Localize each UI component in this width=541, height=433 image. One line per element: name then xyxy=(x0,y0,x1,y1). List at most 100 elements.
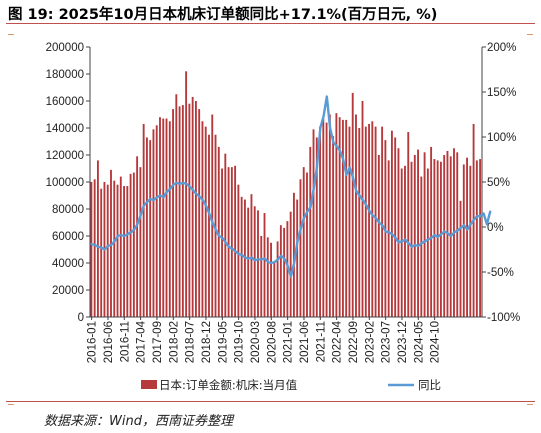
bar xyxy=(292,192,295,317)
x-axis-tick-label: 2016-11 xyxy=(119,321,131,362)
bar xyxy=(201,121,204,317)
bar xyxy=(394,137,397,317)
x-axis-tick-label: 2019-10 xyxy=(234,321,246,363)
bar xyxy=(266,237,269,317)
bar xyxy=(257,210,259,317)
bar xyxy=(204,126,207,318)
bar xyxy=(302,167,305,317)
source-rule xyxy=(6,401,535,402)
bar xyxy=(479,159,482,317)
bar xyxy=(466,157,468,317)
x-axis-tick-label: 2024-05 xyxy=(413,321,425,363)
bar xyxy=(129,173,132,317)
bar xyxy=(289,211,292,317)
bar xyxy=(217,146,220,317)
right-axis-tick-label: 200% xyxy=(487,42,516,54)
right-axis-tick-label: -50% xyxy=(487,267,514,279)
bar xyxy=(116,184,119,317)
bar xyxy=(100,188,103,317)
bar xyxy=(355,114,357,317)
bar xyxy=(296,199,299,317)
bar xyxy=(322,118,325,317)
legend-bar-swatch xyxy=(141,380,157,389)
bar xyxy=(430,146,433,317)
right-axis-tick-label: 100% xyxy=(487,132,516,144)
left-axis-tick-label: 180000 xyxy=(46,69,84,81)
bar xyxy=(250,194,253,317)
corner-mark-bottom-left xyxy=(8,404,14,405)
bar-series xyxy=(90,71,482,318)
right-axis-tick-label: 0% xyxy=(487,222,504,234)
bar xyxy=(299,179,302,317)
bar xyxy=(237,184,240,317)
x-axis-tick-label: 2017-04 xyxy=(136,320,148,363)
x-axis-tick-label: 2022-04 xyxy=(332,320,344,363)
x-axis-tick-label: 2023-02 xyxy=(364,321,376,363)
bar xyxy=(168,121,171,317)
bar xyxy=(351,92,354,318)
legend-line-label: 同比 xyxy=(418,378,441,392)
bar xyxy=(119,176,122,317)
x-axis-tick-label: 2021-06 xyxy=(299,321,311,363)
axes: 0 20000 40000 60000 80000 100000 120000 140000 1… xyxy=(46,42,521,363)
bar xyxy=(96,160,99,317)
x-axis-tick-label: 2016-06 xyxy=(103,321,115,363)
corner-mark-bottom-right xyxy=(527,404,533,405)
bar xyxy=(142,123,145,317)
bar xyxy=(443,155,446,317)
bar xyxy=(139,167,142,317)
x-axis-tick-label: 2018-12 xyxy=(201,321,213,363)
bar xyxy=(400,168,403,317)
bar xyxy=(224,153,227,317)
left-axis-tick-label: 100000 xyxy=(46,177,84,189)
bar xyxy=(253,206,256,317)
left-axis-tick-label: 120000 xyxy=(46,150,84,162)
corner-mark-top-right xyxy=(527,34,533,35)
bar xyxy=(426,168,429,317)
bar xyxy=(462,164,465,317)
bar xyxy=(404,165,406,317)
bar xyxy=(439,161,442,317)
bar xyxy=(348,126,351,318)
left-axis-tick-label: 160000 xyxy=(46,96,84,108)
bar xyxy=(276,241,279,317)
bar xyxy=(423,152,426,317)
bar xyxy=(159,117,161,317)
bar xyxy=(172,109,174,317)
x-axis-tick-label: 2017-09 xyxy=(152,321,164,363)
x-axis-tick-label: 2022-09 xyxy=(348,321,360,363)
bar xyxy=(397,148,400,317)
bar xyxy=(407,132,410,317)
bar xyxy=(123,186,125,317)
bar xyxy=(420,176,423,317)
bar xyxy=(433,159,436,317)
x-axis-tick-label: 2020-08 xyxy=(266,321,278,363)
bar xyxy=(188,103,191,317)
bar xyxy=(364,126,367,318)
bar xyxy=(283,227,286,317)
left-axis-tick-label: 0 xyxy=(78,312,84,324)
bar xyxy=(263,213,266,317)
right-axis-tick-label: -100% xyxy=(487,312,520,324)
bar xyxy=(328,114,331,317)
bar xyxy=(332,136,335,317)
bar xyxy=(436,160,439,317)
bar xyxy=(178,106,181,318)
x-axis-tick-label: 2020-03 xyxy=(250,321,262,363)
bar xyxy=(390,130,393,317)
bar xyxy=(315,137,318,317)
right-axis-tick-label: 150% xyxy=(487,87,516,99)
bar xyxy=(155,125,158,317)
bar xyxy=(126,186,129,317)
left-axis-tick-label: 40000 xyxy=(52,258,84,270)
bar xyxy=(358,128,361,317)
bar xyxy=(410,161,413,317)
x-axis-tick-label: 2021-01 xyxy=(283,321,295,363)
bar xyxy=(136,156,139,317)
bar xyxy=(361,101,364,317)
bar xyxy=(93,179,96,317)
bar xyxy=(145,137,148,317)
bar xyxy=(149,140,152,317)
bar xyxy=(459,200,462,317)
bar xyxy=(185,71,188,317)
